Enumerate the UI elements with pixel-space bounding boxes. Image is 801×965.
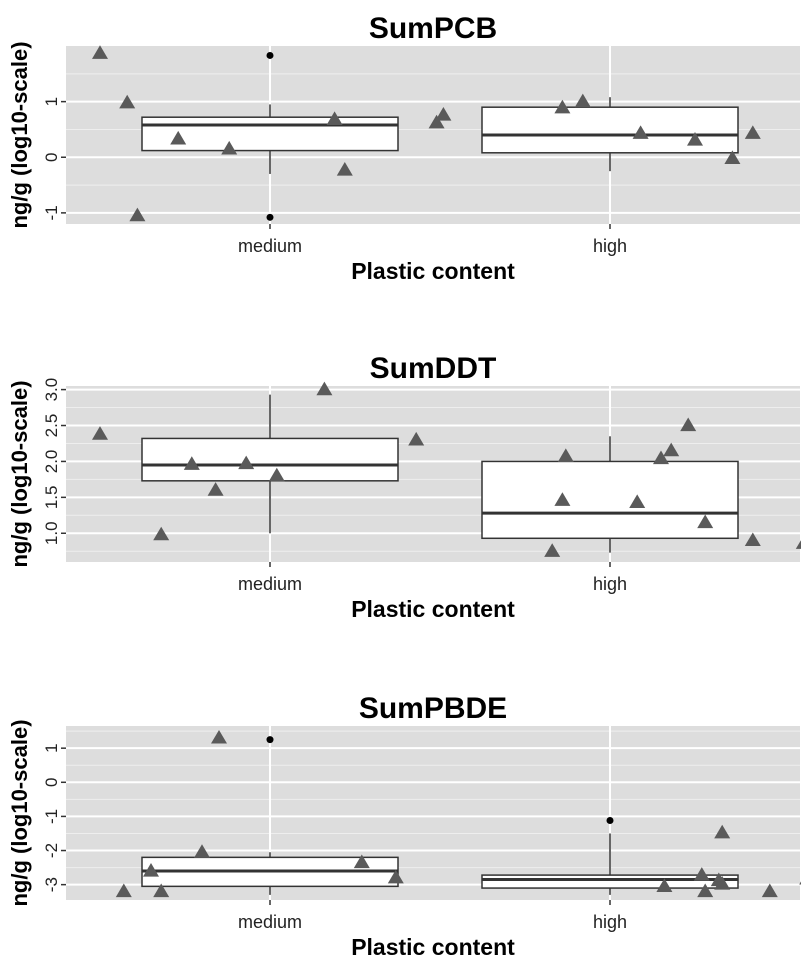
- data-point: [129, 207, 146, 222]
- y-tick-label: 2.5: [42, 414, 61, 438]
- y-tick-label: 1.0: [42, 521, 61, 545]
- x-tick-label-high: high: [593, 236, 627, 256]
- box-iqr: [141, 116, 399, 152]
- box-medium: [141, 736, 399, 895]
- data-point: [554, 492, 571, 506]
- y-tick-label: -3: [42, 877, 61, 892]
- x-axis-label: Plastic content: [351, 596, 515, 622]
- y-tick-label: 2.0: [42, 450, 61, 474]
- data-point: [207, 482, 224, 496]
- data-point: [336, 162, 353, 176]
- panel-SumPBDE: -3 -2 -1 0 1 medium high SumPBDE Plastic content…: [7, 692, 801, 960]
- data-point: [435, 106, 452, 121]
- data-point: [221, 140, 238, 155]
- data-point: [697, 514, 714, 529]
- box-iqr: [141, 437, 399, 482]
- data-point: [387, 869, 404, 884]
- data-point: [744, 532, 761, 547]
- chart-title: SumDDT: [370, 352, 497, 385]
- data-point: [680, 417, 697, 432]
- data-point: [693, 867, 710, 881]
- data-point: [326, 111, 343, 126]
- data-point: [663, 442, 680, 457]
- data-point: [194, 844, 210, 858]
- data-point: [153, 883, 170, 898]
- outlier-point: [266, 213, 274, 221]
- data-point: [153, 526, 170, 541]
- data-point: [170, 130, 187, 145]
- y-tick-label: 1: [42, 97, 61, 106]
- data-point: [761, 883, 778, 898]
- data-point: [268, 467, 285, 482]
- y-axis-label: ng/g (log10-scale): [7, 41, 32, 228]
- box-iqr: [481, 460, 739, 540]
- y-tick-label: -1: [42, 205, 61, 220]
- data-point: [143, 863, 159, 877]
- data-point: [316, 381, 333, 396]
- data-point: [714, 824, 731, 839]
- y-tick-label: 0: [42, 778, 61, 787]
- data-point: [238, 455, 255, 470]
- box-high: [481, 436, 739, 553]
- y-tick-label: -2: [42, 843, 61, 858]
- data-point: [724, 150, 741, 164]
- x-tick-label-medium: medium: [238, 912, 302, 932]
- data-point: [115, 883, 132, 898]
- data-point: [744, 125, 761, 139]
- panel-SumPCB: -1 0 1 medium high SumPCB Plastic content ng/g …: [7, 12, 800, 284]
- data-point: [574, 93, 591, 108]
- y-tick-label: 0: [42, 153, 61, 162]
- y-tick-label: 1: [42, 743, 61, 752]
- y-tick-label: -1: [42, 809, 61, 824]
- data-point: [795, 540, 801, 549]
- y-axis-label: ng/g (log10-scale): [7, 380, 32, 567]
- data-point: [211, 729, 227, 744]
- data-point: [544, 543, 561, 557]
- x-tick-label-medium: medium: [238, 574, 302, 594]
- y-axis-label: ng/g (log10-scale): [7, 719, 32, 906]
- outlier-point: [266, 736, 274, 744]
- data-point: [697, 883, 714, 898]
- data-point: [428, 114, 445, 129]
- x-tick-label-high: high: [593, 574, 627, 594]
- data-point: [92, 45, 108, 59]
- data-point: [714, 875, 731, 890]
- data-point: [408, 431, 425, 446]
- panel-SumDDT: 1.0 1.5 2.0 2.5 3.0 medium high SumDDT Plastic c…: [7, 352, 801, 622]
- x-axis-label: Plastic content: [351, 258, 515, 284]
- outlier-point: [266, 51, 274, 59]
- box-high: [481, 817, 739, 895]
- data-point: [353, 854, 370, 869]
- data-point: [653, 450, 669, 465]
- y-tick-label: 1.5: [42, 486, 61, 510]
- chart-title: SumPCB: [369, 12, 497, 45]
- data-point: [554, 99, 571, 114]
- data-point: [557, 448, 574, 462]
- x-axis-label: Plastic content: [351, 934, 515, 960]
- data-point: [656, 878, 673, 892]
- chart-title: SumPBDE: [359, 692, 507, 725]
- box-iqr: [481, 106, 739, 154]
- data-point: [629, 494, 646, 508]
- outlier-point: [606, 817, 614, 825]
- box-medium: [141, 51, 399, 221]
- x-tick-label-medium: medium: [238, 236, 302, 256]
- data-point: [687, 132, 703, 146]
- data-point: [119, 94, 136, 109]
- data-point: [92, 426, 108, 440]
- x-tick-label-high: high: [593, 912, 627, 932]
- data-point: [183, 456, 200, 470]
- data-point: [632, 125, 649, 139]
- y-tick-label: 3.0: [42, 378, 61, 402]
